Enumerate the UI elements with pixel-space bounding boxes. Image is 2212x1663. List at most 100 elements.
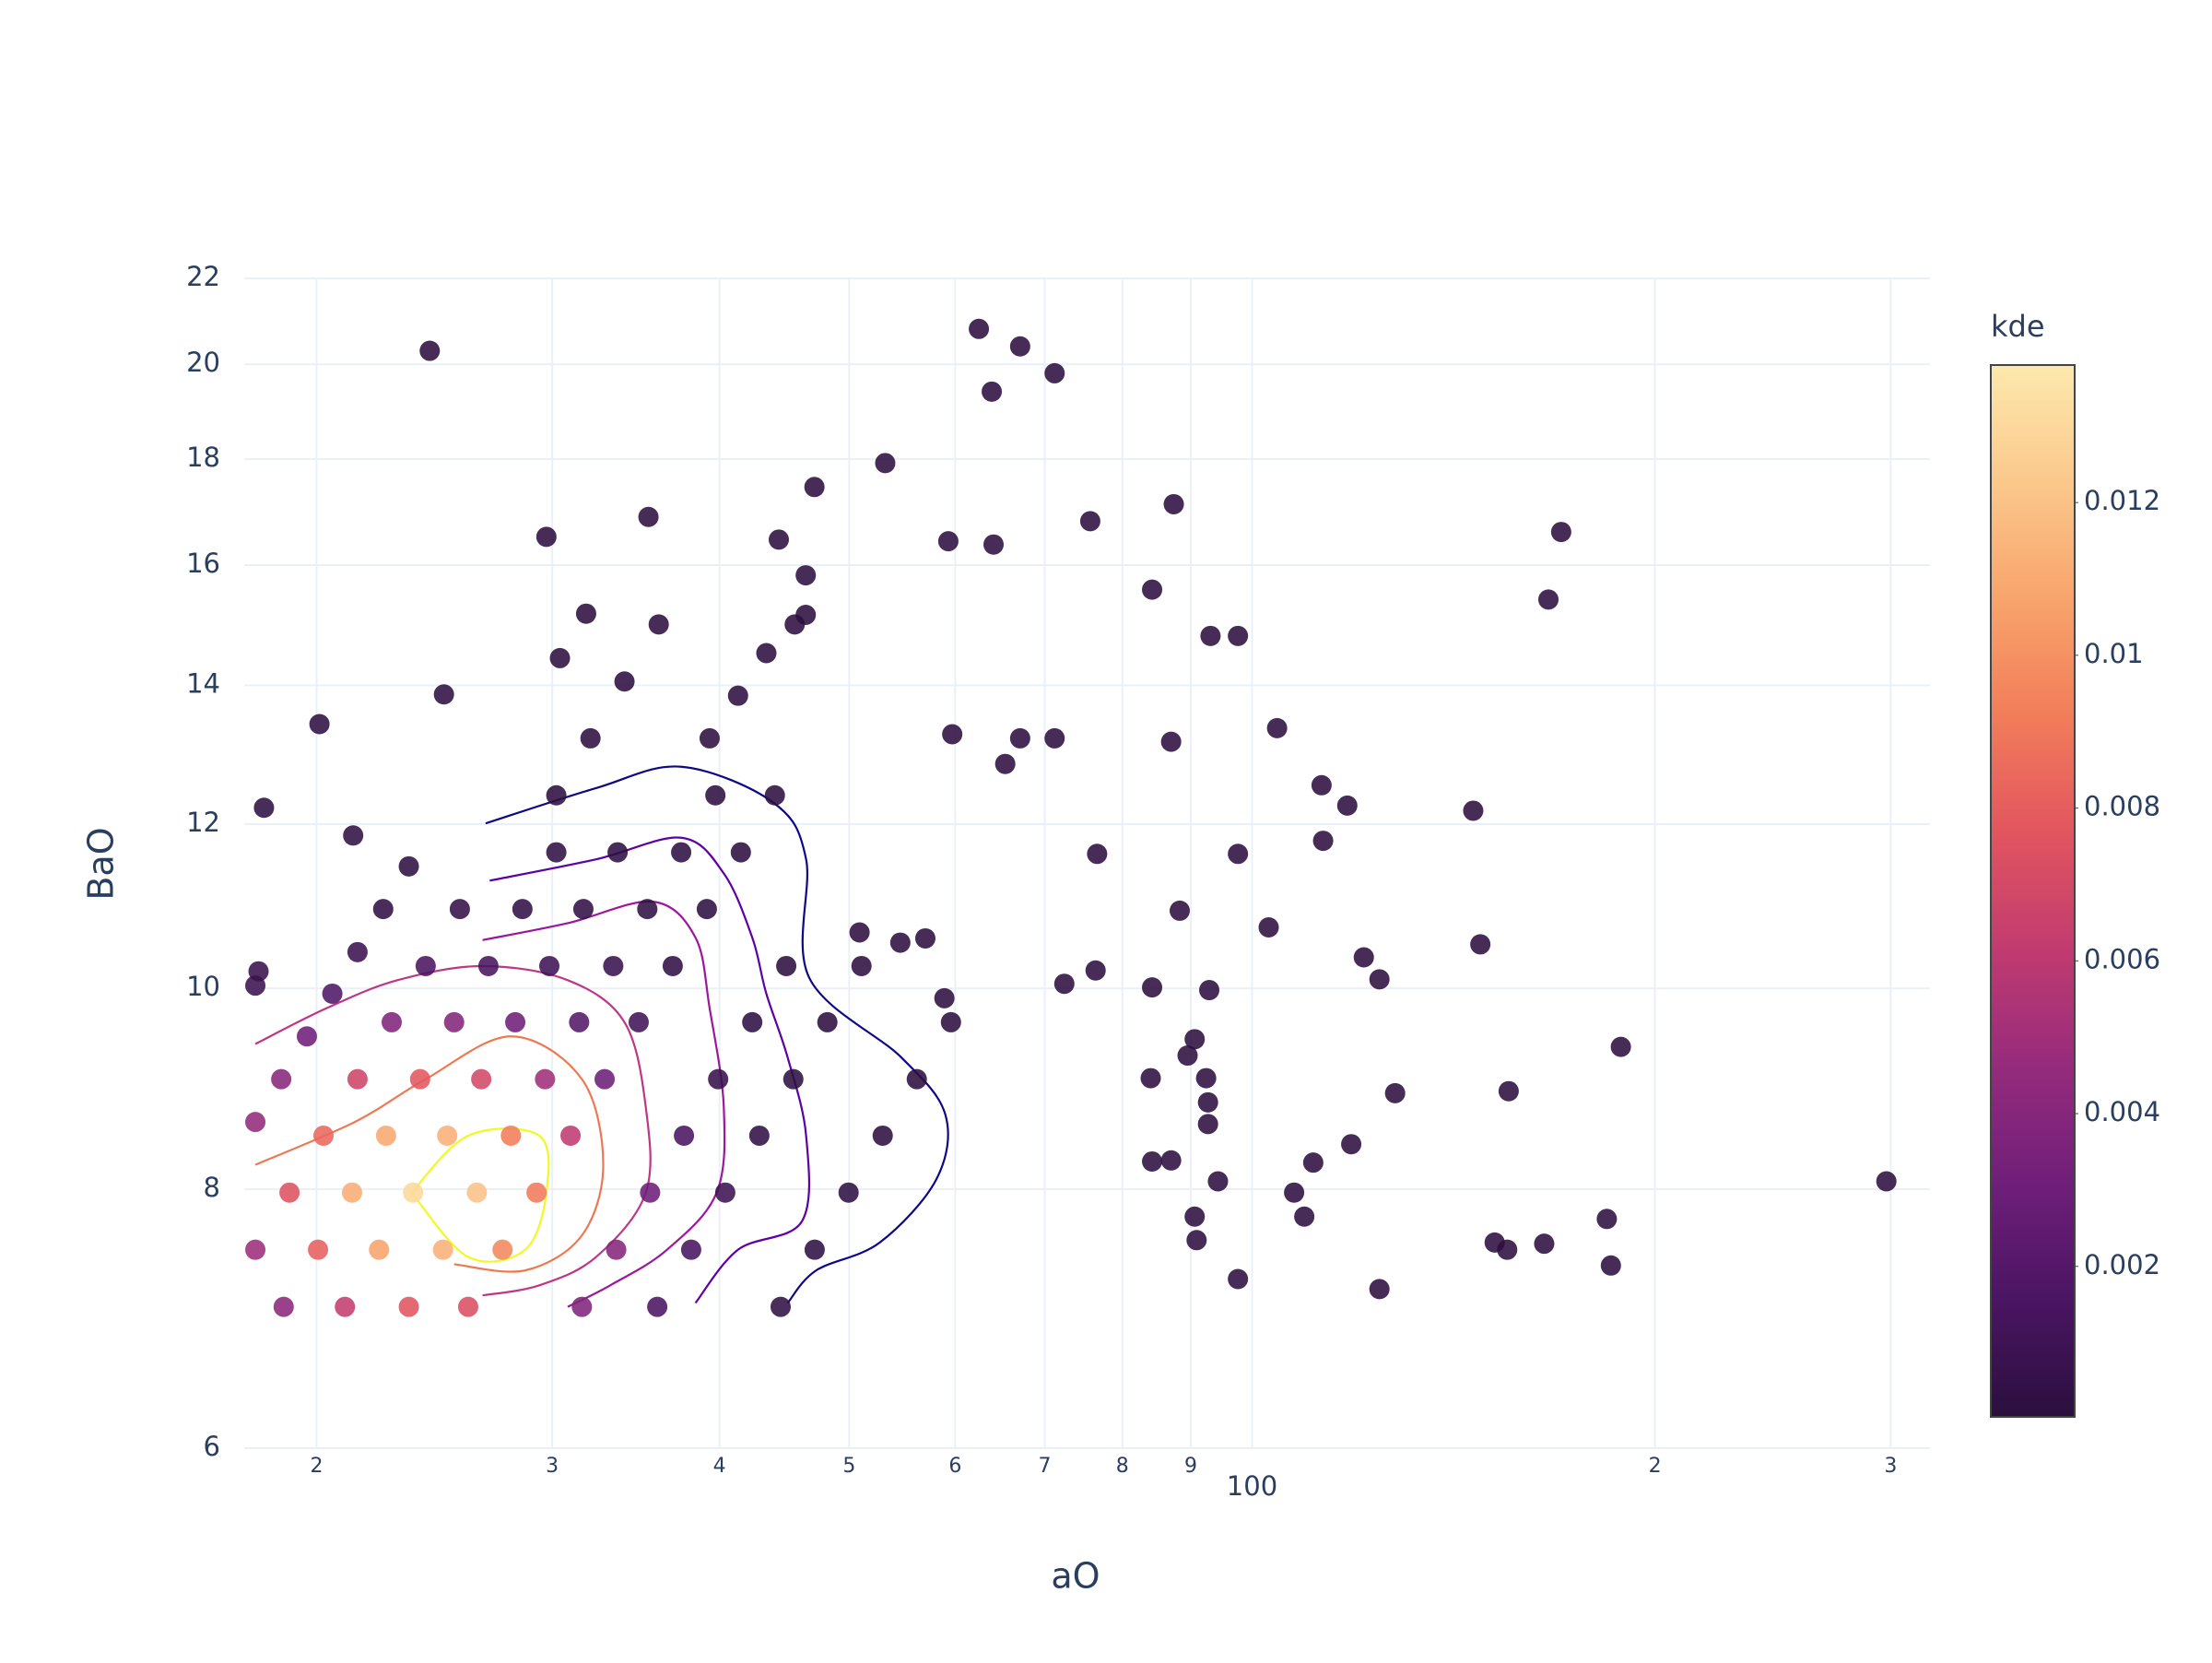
x-tick-label: 3 (1884, 1455, 1897, 1478)
y-axis-title: BaO (81, 827, 122, 900)
x-tick-label: 8 (1116, 1455, 1129, 1478)
point (764, 784, 785, 806)
point (1087, 843, 1108, 865)
point (526, 1182, 547, 1203)
point (838, 1182, 859, 1203)
colorbar-title: kde (1991, 309, 2045, 344)
point (637, 899, 658, 920)
point (607, 842, 629, 863)
point (770, 1296, 791, 1317)
point (535, 1068, 556, 1090)
point (580, 727, 601, 749)
y-tick-label: 20 (186, 347, 220, 378)
point (308, 1239, 329, 1260)
point (1341, 1134, 1362, 1155)
point (1207, 1171, 1229, 1192)
x-tick-label: 7 (1039, 1455, 1052, 1478)
point (906, 1068, 927, 1090)
point (1160, 1150, 1182, 1171)
point (449, 899, 470, 920)
point (1160, 731, 1182, 752)
point (705, 784, 726, 806)
point (273, 1296, 294, 1317)
point (512, 899, 533, 920)
point (1053, 973, 1075, 995)
point (375, 1125, 396, 1146)
point (505, 1011, 526, 1032)
point (575, 603, 596, 624)
point (419, 340, 441, 361)
point (983, 534, 1005, 555)
point (322, 983, 343, 1004)
point (245, 1239, 266, 1260)
contours (254, 765, 949, 1308)
point (1228, 625, 1249, 646)
colorbar-tick-label: 0.008 (2084, 791, 2160, 822)
point (572, 899, 594, 920)
point (1186, 1230, 1207, 1251)
points (245, 318, 1897, 1317)
point (817, 1011, 838, 1032)
point (699, 727, 720, 749)
point (1538, 589, 1559, 610)
contour-line (485, 765, 949, 1304)
x-tick-label: 4 (713, 1455, 726, 1478)
point (1140, 1067, 1161, 1089)
point (969, 318, 990, 339)
colorbar-tick-label: 0.012 (2084, 485, 2160, 516)
point (640, 1182, 661, 1203)
point (248, 961, 269, 982)
point (571, 1296, 593, 1317)
point (546, 842, 567, 863)
point (1600, 1255, 1621, 1276)
point (409, 1068, 430, 1090)
point (471, 1068, 492, 1090)
x-tick-label: 5 (842, 1455, 855, 1478)
point (1534, 1233, 1555, 1255)
point (1200, 625, 1221, 646)
point (994, 753, 1016, 774)
point (415, 955, 436, 976)
point (1197, 1114, 1218, 1135)
point (309, 714, 330, 735)
point (614, 671, 635, 692)
point (342, 1182, 363, 1203)
point (1163, 493, 1184, 514)
point (500, 1125, 522, 1146)
point (647, 1296, 668, 1317)
point (539, 955, 560, 976)
point (1170, 900, 1191, 921)
point (1228, 1268, 1249, 1290)
point (937, 531, 959, 552)
x-tick-label: 2 (1649, 1455, 1662, 1478)
point (1497, 1239, 1518, 1260)
point (569, 1011, 590, 1032)
point (492, 1239, 513, 1260)
point (875, 453, 896, 474)
point (594, 1068, 616, 1090)
y-tick-label: 10 (186, 971, 220, 1002)
point (1311, 774, 1332, 796)
point (776, 955, 797, 976)
y-tick-label: 16 (186, 548, 220, 579)
point (1009, 336, 1030, 357)
point (940, 1011, 961, 1032)
point (727, 685, 748, 706)
point (1142, 1150, 1163, 1172)
point (708, 1068, 729, 1090)
point (1336, 795, 1358, 816)
point (466, 1182, 488, 1203)
point (1596, 1209, 1618, 1230)
point (1195, 1067, 1217, 1089)
point (696, 899, 717, 920)
point (253, 797, 275, 819)
point (1302, 1152, 1324, 1174)
point (1266, 717, 1288, 738)
contour-line (254, 1035, 605, 1273)
point (889, 932, 911, 953)
point (730, 842, 751, 863)
point (1284, 1182, 1305, 1203)
point (1142, 977, 1163, 998)
